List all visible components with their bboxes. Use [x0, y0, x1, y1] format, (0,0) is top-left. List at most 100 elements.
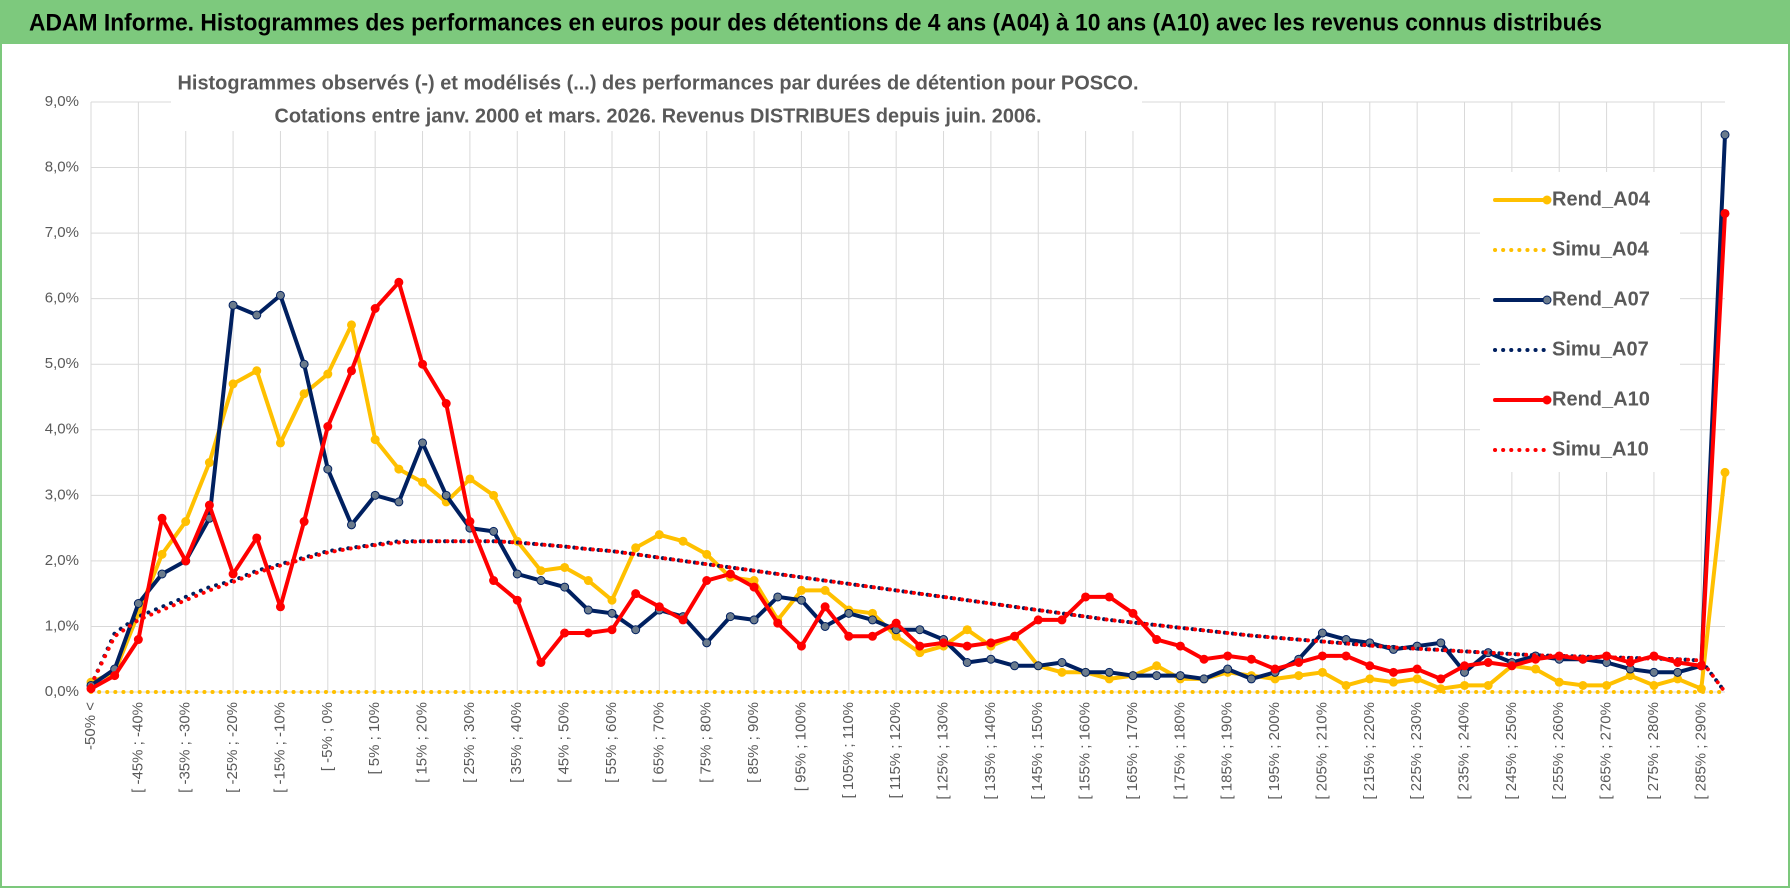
- point: [1365, 661, 1375, 671]
- point: [1128, 608, 1138, 618]
- point: [986, 654, 996, 664]
- y-tick-label: 8,0%: [45, 159, 79, 176]
- point: [489, 526, 499, 536]
- x-tick-label: [ 165% ; 170%: [1124, 702, 1141, 800]
- point: [725, 612, 735, 622]
- x-tick-label: [ 185% ; 190%: [1219, 702, 1236, 800]
- point: [915, 641, 925, 651]
- point: [1223, 664, 1233, 674]
- point: [1081, 592, 1091, 602]
- point: [1507, 661, 1517, 671]
- point: [1673, 667, 1683, 677]
- point: [299, 389, 309, 399]
- point: [583, 576, 593, 586]
- point: [441, 490, 451, 500]
- point: [1460, 661, 1470, 671]
- point: [1649, 680, 1659, 690]
- point: [1341, 651, 1351, 661]
- point: [607, 595, 617, 605]
- x-tick-label: [ 95% ; 100%: [792, 702, 809, 791]
- point: [1010, 661, 1020, 671]
- point: [1057, 615, 1067, 625]
- point: [1152, 671, 1162, 681]
- chart-title: Histogrammes observés (-) et modélisés (…: [178, 72, 1139, 94]
- x-tick-label: [ 235% ; 240%: [1455, 702, 1472, 800]
- point: [1317, 651, 1327, 661]
- point: [489, 490, 499, 500]
- point: [418, 477, 428, 487]
- y-tick-label: 4,0%: [45, 421, 79, 438]
- point: [370, 304, 380, 313]
- point: [678, 615, 688, 625]
- series-line: [89, 211, 1727, 691]
- point: [394, 497, 404, 507]
- point: [1483, 658, 1493, 667]
- point: [1365, 674, 1375, 684]
- point: [939, 638, 949, 648]
- point: [418, 359, 428, 369]
- point: [1412, 664, 1422, 674]
- point: [1057, 667, 1067, 677]
- point: [796, 641, 806, 651]
- series-line: [89, 132, 1727, 688]
- point: [1104, 667, 1114, 677]
- point: [1720, 130, 1730, 140]
- point: [1223, 651, 1233, 661]
- point: [962, 625, 972, 635]
- point: [1128, 671, 1138, 681]
- x-tick-label: [ 15% ; 20%: [414, 702, 431, 783]
- point: [1033, 661, 1043, 671]
- y-tick-label: 7,0%: [45, 224, 79, 241]
- point: [1388, 667, 1398, 677]
- point: [1720, 208, 1730, 218]
- x-tick-label: -50% <: [82, 702, 99, 750]
- legend-label: Simu_A07: [1552, 338, 1649, 360]
- legend-label: Rend_A10: [1552, 388, 1650, 410]
- x-tick-label: [ 205% ; 210%: [1313, 702, 1330, 800]
- series-line: [89, 322, 1727, 691]
- point: [560, 562, 570, 572]
- point: [228, 569, 238, 579]
- x-tick-label: [ 215% ; 220%: [1361, 702, 1378, 800]
- point: [346, 366, 356, 376]
- point: [204, 458, 214, 468]
- x-tick-label: [ 45% ; 50%: [556, 702, 573, 783]
- point: [299, 517, 309, 527]
- point: [1341, 680, 1351, 690]
- point: [867, 615, 877, 625]
- point: [631, 625, 641, 635]
- x-tick-label: [ 85% ; 90%: [745, 702, 762, 783]
- point: [1317, 667, 1327, 677]
- series-line: [89, 539, 1727, 694]
- point: [1246, 654, 1256, 664]
- point: [465, 517, 475, 527]
- x-tick-label: [ 145% ; 150%: [1029, 702, 1046, 800]
- x-tick-label: [ -5% ; 0%: [319, 702, 336, 771]
- y-tick-label: 5,0%: [45, 355, 79, 372]
- point: [275, 602, 285, 612]
- point: [560, 628, 570, 638]
- point: [512, 595, 522, 605]
- point: [725, 569, 735, 579]
- point: [394, 277, 404, 287]
- point: [583, 605, 593, 615]
- point: [323, 369, 333, 379]
- x-tick-label: [ 125% ; 130%: [934, 702, 951, 800]
- x-tick-label: [ 175% ; 180%: [1171, 702, 1188, 800]
- point: [1317, 628, 1327, 638]
- point: [1531, 664, 1541, 674]
- point: [370, 435, 380, 445]
- point: [157, 569, 167, 579]
- x-tick-label: [ 135% ; 140%: [982, 702, 999, 800]
- point: [204, 500, 214, 510]
- point: [1625, 658, 1635, 667]
- x-tick-label: [ 75% ; 80%: [698, 702, 715, 783]
- y-tick-label: 1,0%: [45, 617, 79, 634]
- point: [749, 582, 759, 592]
- point: [370, 490, 380, 500]
- x-tick-label: [ 285% ; 290%: [1692, 702, 1709, 800]
- point: [1270, 664, 1280, 674]
- x-tick-label: [ 105% ; 110%: [840, 702, 857, 798]
- x-tick-label: [ 65% ; 70%: [650, 702, 667, 783]
- x-tick-label: [ 55% ; 60%: [603, 702, 620, 783]
